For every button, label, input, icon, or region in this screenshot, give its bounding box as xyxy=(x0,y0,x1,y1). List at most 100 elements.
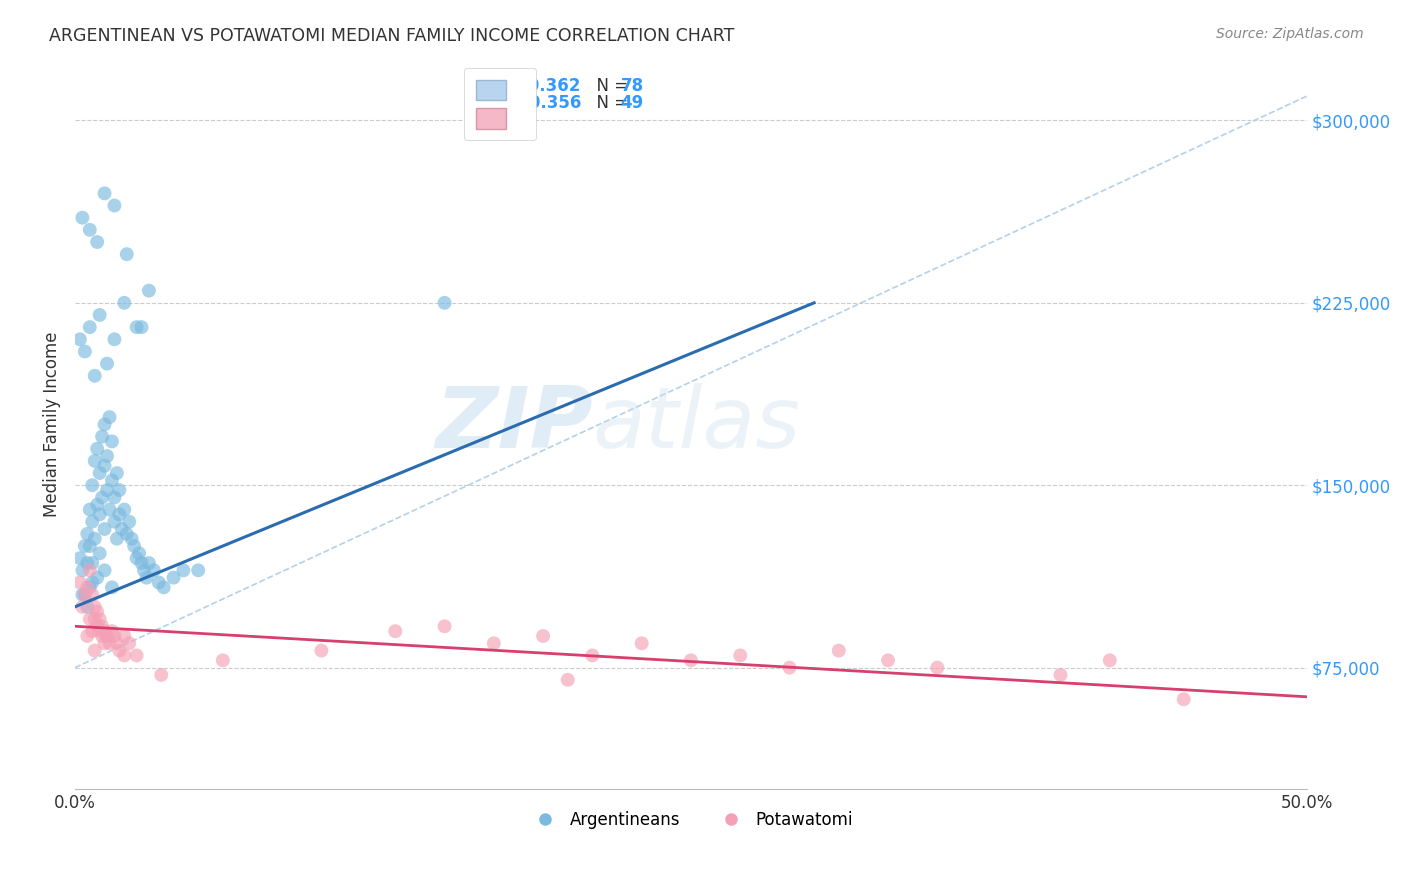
Point xyxy=(98,636,121,650)
Point xyxy=(105,532,128,546)
Point xyxy=(69,551,91,566)
Point xyxy=(73,588,96,602)
Point xyxy=(121,532,143,546)
Text: ARGENTINEAN VS POTAWATOMI MEDIAN FAMILY INCOME CORRELATION CHART: ARGENTINEAN VS POTAWATOMI MEDIAN FAMILY … xyxy=(49,27,734,45)
Point xyxy=(82,624,104,639)
Point xyxy=(79,223,101,237)
Point xyxy=(91,491,114,505)
Point xyxy=(79,502,101,516)
Point xyxy=(91,619,114,633)
Point xyxy=(103,629,125,643)
Point xyxy=(135,571,157,585)
Point xyxy=(76,556,98,570)
Text: ZIP: ZIP xyxy=(434,383,592,466)
Point xyxy=(96,357,118,371)
Point xyxy=(112,502,135,516)
Point xyxy=(89,308,111,322)
Point xyxy=(131,320,153,334)
Point xyxy=(557,673,579,687)
Point xyxy=(162,571,184,585)
Point xyxy=(112,295,135,310)
Point xyxy=(98,410,121,425)
Point xyxy=(482,636,505,650)
Point xyxy=(83,612,105,626)
Point xyxy=(93,417,115,432)
Point xyxy=(93,522,115,536)
Point xyxy=(101,580,124,594)
Point xyxy=(72,211,94,225)
Text: atlas: atlas xyxy=(592,383,800,466)
Point xyxy=(108,508,131,522)
Point xyxy=(531,629,554,643)
Point xyxy=(89,546,111,560)
Point xyxy=(76,599,98,614)
Point xyxy=(79,320,101,334)
Point xyxy=(138,284,160,298)
Point xyxy=(105,636,128,650)
Point xyxy=(98,502,121,516)
Point xyxy=(105,466,128,480)
Point xyxy=(83,454,105,468)
Point xyxy=(89,466,111,480)
Point xyxy=(93,186,115,201)
Point xyxy=(211,653,233,667)
Point xyxy=(118,515,141,529)
Point xyxy=(101,474,124,488)
Point xyxy=(103,332,125,346)
Text: R =: R = xyxy=(491,95,527,112)
Point xyxy=(1098,653,1121,667)
Text: R =: R = xyxy=(491,77,527,95)
Point xyxy=(125,551,148,566)
Point xyxy=(877,653,900,667)
Point xyxy=(384,624,406,639)
Point xyxy=(82,515,104,529)
Text: 49: 49 xyxy=(620,95,644,112)
Point xyxy=(72,599,94,614)
Point xyxy=(779,660,801,674)
Point xyxy=(73,344,96,359)
Point xyxy=(728,648,751,663)
Point xyxy=(82,575,104,590)
Point xyxy=(132,563,155,577)
Point xyxy=(76,580,98,594)
Point xyxy=(148,575,170,590)
Point xyxy=(72,588,94,602)
Point xyxy=(112,629,135,643)
Point xyxy=(128,546,150,560)
Point xyxy=(103,491,125,505)
Point xyxy=(89,508,111,522)
Point xyxy=(152,580,174,594)
Point xyxy=(93,458,115,473)
Text: Source: ZipAtlas.com: Source: ZipAtlas.com xyxy=(1216,27,1364,41)
Point xyxy=(581,648,603,663)
Point xyxy=(103,515,125,529)
Point xyxy=(79,539,101,553)
Point xyxy=(86,619,108,633)
Text: N =: N = xyxy=(586,77,634,95)
Point xyxy=(86,235,108,249)
Point xyxy=(69,575,91,590)
Point xyxy=(79,612,101,626)
Point xyxy=(93,563,115,577)
Point xyxy=(679,653,702,667)
Point xyxy=(83,599,105,614)
Point xyxy=(76,526,98,541)
Point xyxy=(828,643,851,657)
Text: -0.356: -0.356 xyxy=(522,95,582,112)
Point xyxy=(86,442,108,456)
Point xyxy=(108,643,131,657)
Point xyxy=(86,498,108,512)
Point xyxy=(187,563,209,577)
Point xyxy=(1173,692,1195,706)
Point xyxy=(93,624,115,639)
Point xyxy=(89,624,111,639)
Point xyxy=(96,629,118,643)
Text: N =: N = xyxy=(586,95,634,112)
Point xyxy=(101,624,124,639)
Point xyxy=(172,563,194,577)
Point xyxy=(1049,668,1071,682)
Point xyxy=(82,556,104,570)
Point xyxy=(72,563,94,577)
Point xyxy=(118,636,141,650)
Point xyxy=(76,629,98,643)
